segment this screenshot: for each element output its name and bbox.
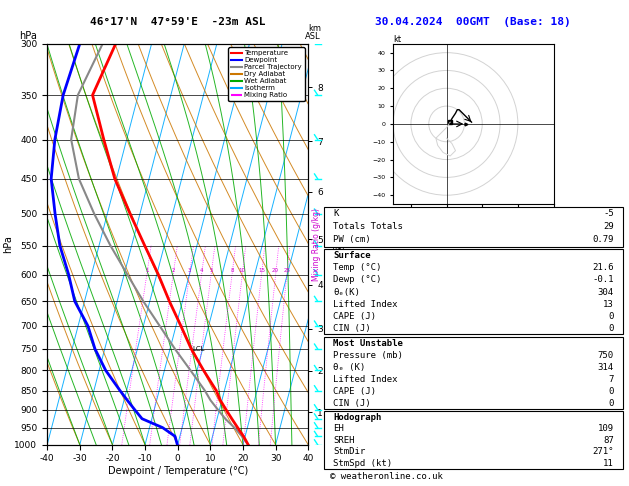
Text: EH: EH	[333, 424, 343, 434]
Text: CIN (J): CIN (J)	[333, 324, 370, 333]
Text: 271°: 271°	[593, 447, 614, 456]
Text: -5: -5	[603, 208, 614, 218]
Text: 87: 87	[603, 436, 614, 445]
Y-axis label: km
ASL: km ASL	[332, 235, 347, 254]
X-axis label: Dewpoint / Temperature (°C): Dewpoint / Temperature (°C)	[108, 466, 248, 476]
Text: 20: 20	[272, 268, 279, 273]
Text: 0: 0	[608, 386, 614, 396]
Text: km
ASL: km ASL	[305, 24, 321, 41]
Text: © weatheronline.co.uk: © weatheronline.co.uk	[330, 472, 443, 481]
Text: θₑ (K): θₑ (K)	[333, 363, 365, 372]
Text: 7: 7	[608, 375, 614, 383]
Text: Lifted Index: Lifted Index	[333, 300, 398, 309]
Text: 0: 0	[608, 324, 614, 333]
Text: Temp (°C): Temp (°C)	[333, 263, 381, 272]
FancyBboxPatch shape	[324, 337, 623, 409]
Text: 3: 3	[188, 268, 191, 273]
Text: 304: 304	[598, 288, 614, 296]
Text: Totals Totals: Totals Totals	[333, 222, 403, 231]
Legend: Temperature, Dewpoint, Parcel Trajectory, Dry Adiabat, Wet Adiabat, Isotherm, Mi: Temperature, Dewpoint, Parcel Trajectory…	[228, 47, 304, 101]
Text: 0: 0	[608, 312, 614, 321]
Text: 21.6: 21.6	[593, 263, 614, 272]
Text: K: K	[333, 208, 338, 218]
Text: 15: 15	[258, 268, 265, 273]
Text: 4: 4	[200, 268, 203, 273]
FancyBboxPatch shape	[324, 207, 623, 247]
Text: CIN (J): CIN (J)	[333, 399, 370, 408]
Text: LCL: LCL	[193, 346, 205, 352]
Text: 750: 750	[598, 350, 614, 360]
Text: 0: 0	[608, 399, 614, 408]
Text: 46°17'N  47°59'E  -23m ASL: 46°17'N 47°59'E -23m ASL	[90, 17, 265, 27]
Text: 10: 10	[239, 268, 246, 273]
Text: Dewp (°C): Dewp (°C)	[333, 276, 381, 284]
Text: Surface: Surface	[333, 251, 370, 260]
Text: Mixing Ratio (g/kg): Mixing Ratio (g/kg)	[311, 208, 321, 281]
Text: hPa: hPa	[19, 31, 36, 41]
Text: Most Unstable: Most Unstable	[333, 339, 403, 347]
Text: 2: 2	[172, 268, 175, 273]
Text: 13: 13	[603, 300, 614, 309]
Text: 0.79: 0.79	[593, 235, 614, 244]
Text: kt: kt	[393, 35, 401, 44]
Text: Hodograph: Hodograph	[333, 413, 381, 422]
Text: 109: 109	[598, 424, 614, 434]
Text: SREH: SREH	[333, 436, 354, 445]
Text: StmSpd (kt): StmSpd (kt)	[333, 459, 392, 468]
Text: -0.1: -0.1	[593, 276, 614, 284]
Text: 30.04.2024  00GMT  (Base: 18): 30.04.2024 00GMT (Base: 18)	[376, 17, 571, 27]
Text: 25: 25	[283, 268, 291, 273]
Text: PW (cm): PW (cm)	[333, 235, 370, 244]
Text: StmDir: StmDir	[333, 447, 365, 456]
Text: θₑ(K): θₑ(K)	[333, 288, 360, 296]
FancyBboxPatch shape	[324, 249, 623, 334]
Text: 29: 29	[603, 222, 614, 231]
FancyBboxPatch shape	[324, 411, 623, 469]
Text: 314: 314	[598, 363, 614, 372]
Text: Lifted Index: Lifted Index	[333, 375, 398, 383]
Text: 8: 8	[230, 268, 234, 273]
Text: 5: 5	[209, 268, 213, 273]
Text: Pressure (mb): Pressure (mb)	[333, 350, 403, 360]
Text: CAPE (J): CAPE (J)	[333, 312, 376, 321]
Y-axis label: hPa: hPa	[3, 235, 13, 253]
Text: 11: 11	[603, 459, 614, 468]
Text: CAPE (J): CAPE (J)	[333, 386, 376, 396]
Text: 1: 1	[145, 268, 148, 273]
